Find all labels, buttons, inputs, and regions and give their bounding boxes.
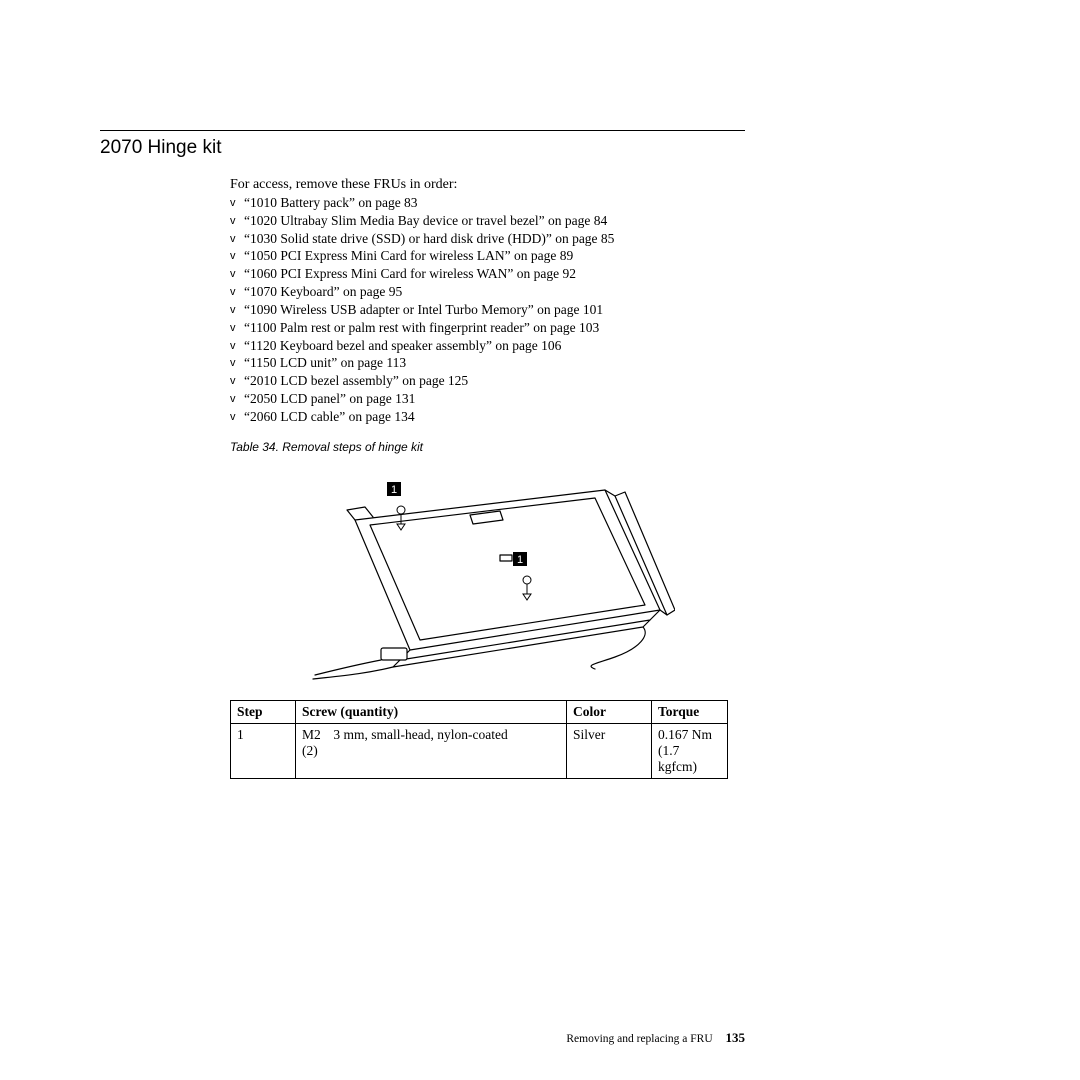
list-item: “1050 PCI Express Mini Card for wireless… [230,247,740,265]
col-screw: Screw (quantity) [296,700,567,723]
list-item: “2010 LCD bezel assembly” on page 125 [230,372,740,390]
table-row: 1 M2 (2) 3 mm, small-head, nylon-coated … [231,723,728,778]
list-item: “2050 LCD panel” on page 131 [230,390,740,408]
hinge-figure: 1 1 [295,460,675,680]
col-torque: Torque [652,700,728,723]
list-item: “1060 PCI Express Mini Card for wireless… [230,265,740,283]
screw-qty: (2) [302,743,318,758]
list-item: “1120 Keyboard bezel and speaker assembl… [230,337,740,355]
screw-code: M2 [302,727,321,742]
list-item: “1010 Battery pack” on page 83 [230,194,740,212]
footer-text: Removing and replacing a FRU [566,1033,712,1045]
section-rule [100,130,745,131]
list-item: “2060 LCD cable” on page 134 [230,408,740,426]
callout-label: 1 [391,484,397,496]
cell-torque: 0.167 Nm (1.7 kgfcm) [652,723,728,778]
list-item: “1020 Ultrabay Slim Media Bay device or … [230,212,740,230]
callout-label: 1 [517,554,523,566]
cell-color: Silver [567,723,652,778]
list-item: “1100 Palm rest or palm rest with finger… [230,319,740,337]
section-title: 2070 Hinge kit [100,137,750,159]
cell-step: 1 [231,723,296,778]
fru-list: “1010 Battery pack” on page 83 “1020 Ult… [230,194,740,426]
list-item: “1150 LCD unit” on page 113 [230,354,740,372]
table-row: Step Screw (quantity) Color Torque [231,700,728,723]
page-footer: Removing and replacing a FRU 135 [100,1030,745,1046]
list-item: “1070 Keyboard” on page 95 [230,283,740,301]
col-step: Step [231,700,296,723]
page-number: 135 [726,1030,746,1045]
torque-nm: 0.167 Nm [658,727,712,742]
table-caption: Table 34. Removal steps of hinge kit [230,440,740,454]
list-item: “1090 Wireless USB adapter or Intel Turb… [230,301,740,319]
screw-desc: 3 mm, small-head, nylon-coated [333,727,507,743]
torque-kgfcm: (1.7 kgfcm) [658,743,697,774]
intro-text: For access, remove these FRUs in order: [230,177,740,193]
list-item: “1030 Solid state drive (SSD) or hard di… [230,230,740,248]
cell-screw: M2 (2) 3 mm, small-head, nylon-coated [296,723,567,778]
screw-table: Step Screw (quantity) Color Torque 1 M2 … [230,700,728,779]
col-color: Color [567,700,652,723]
